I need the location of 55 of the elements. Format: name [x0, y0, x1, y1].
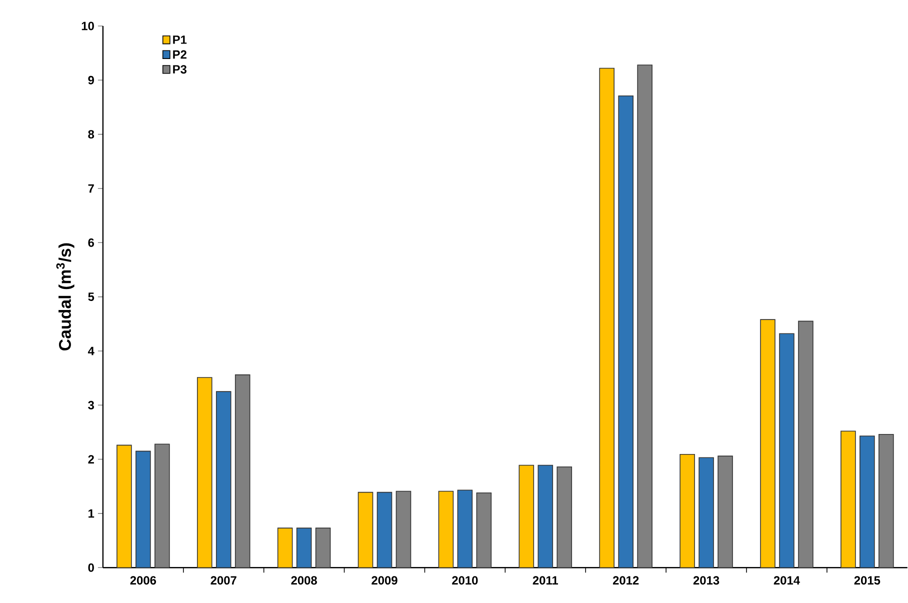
bar [358, 492, 374, 568]
x-tick-label: 2012 [612, 576, 639, 585]
y-tick-label: 6 [88, 238, 94, 248]
bar [840, 430, 856, 568]
legend-label: P2 [173, 50, 186, 59]
y-tick-label: 9 [88, 76, 94, 85]
x-tick-label: 2009 [372, 576, 398, 585]
bar [216, 391, 232, 568]
y-tick-label: 10 [82, 22, 94, 30]
bar [116, 445, 132, 568]
bar [878, 434, 894, 568]
x-tick-label: 2015 [854, 576, 880, 585]
y-tick-label: 2 [88, 455, 94, 464]
bar [438, 491, 454, 568]
bar [680, 454, 695, 568]
bar [760, 319, 776, 568]
bar [396, 491, 412, 568]
x-tick-label: 2007 [210, 576, 236, 585]
x-tick-label: 2011 [532, 576, 558, 585]
bar [196, 377, 212, 568]
x-tick-label: 2010 [452, 576, 478, 585]
bar [779, 333, 794, 568]
bar [718, 456, 733, 568]
bar [296, 528, 312, 568]
y-tick-label: 7 [88, 184, 94, 193]
bar [315, 528, 331, 568]
bar [234, 374, 250, 568]
x-tick-label: 2013 [693, 576, 720, 585]
bar [556, 466, 572, 568]
legend-label: P1 [173, 36, 187, 44]
y-tick-label: 1 [88, 510, 94, 518]
x-tick-label: 2014 [774, 576, 800, 585]
bar [376, 492, 392, 568]
x-tick-label: 2006 [130, 576, 156, 585]
bar [154, 444, 170, 568]
bar [798, 320, 814, 568]
x-tick-label: 2008 [291, 576, 317, 585]
bar [518, 465, 534, 568]
bar [136, 450, 151, 568]
bar [457, 490, 473, 568]
y-axis-title: Caudal (m$^{3}$/s) [56, 244, 74, 351]
y-tick-label: 0 [88, 564, 94, 572]
bar [637, 64, 652, 568]
legend-label: P3 [173, 65, 186, 74]
bar [277, 528, 293, 568]
y-tick-label: 8 [88, 130, 94, 139]
y-tick-label: 3 [88, 401, 94, 410]
y-tick-label: 5 [88, 292, 94, 302]
bar [698, 457, 714, 568]
bar [860, 436, 875, 568]
bar [599, 68, 614, 568]
bar [618, 96, 634, 568]
bar [538, 465, 554, 568]
bar [476, 492, 492, 568]
y-tick-label: 4 [88, 347, 94, 356]
